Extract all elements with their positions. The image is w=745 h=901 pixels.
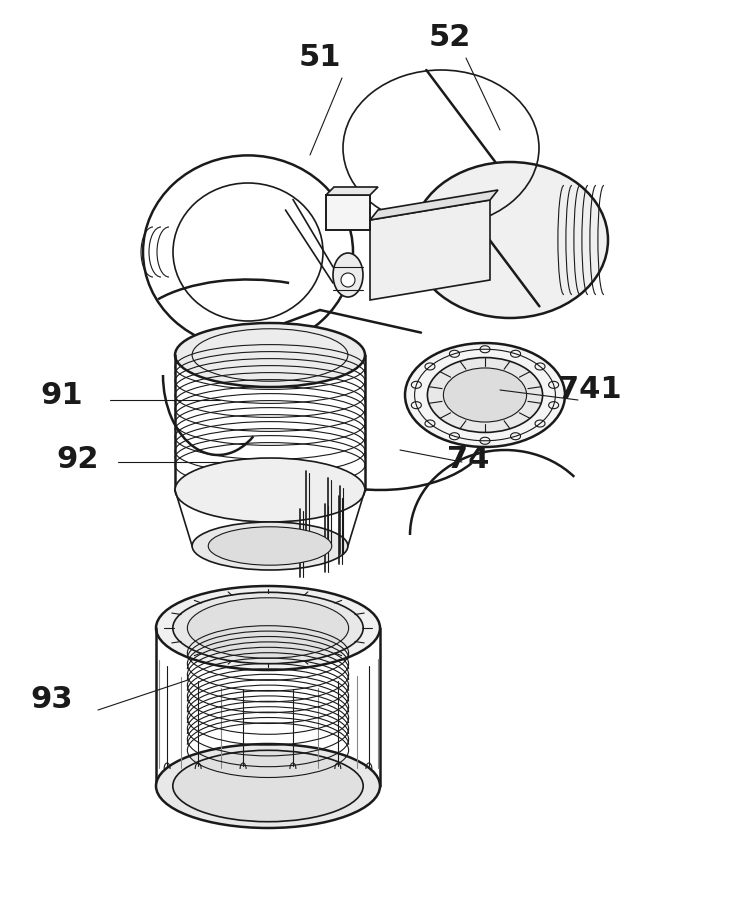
- Ellipse shape: [333, 253, 363, 297]
- Polygon shape: [370, 200, 490, 300]
- Text: 93: 93: [31, 686, 73, 714]
- Ellipse shape: [412, 162, 608, 318]
- Ellipse shape: [173, 592, 364, 664]
- Ellipse shape: [428, 358, 542, 432]
- Polygon shape: [326, 195, 370, 230]
- Text: 52: 52: [429, 23, 471, 52]
- Polygon shape: [326, 187, 378, 195]
- Polygon shape: [370, 190, 498, 220]
- Ellipse shape: [209, 527, 332, 565]
- Text: 741: 741: [558, 376, 622, 405]
- Ellipse shape: [156, 744, 380, 828]
- Ellipse shape: [175, 458, 365, 522]
- Ellipse shape: [443, 368, 527, 422]
- Ellipse shape: [175, 323, 365, 387]
- Text: 92: 92: [57, 445, 99, 475]
- Ellipse shape: [187, 597, 349, 659]
- Text: 51: 51: [299, 43, 341, 72]
- Text: 74: 74: [447, 445, 489, 475]
- Ellipse shape: [341, 273, 355, 287]
- Ellipse shape: [405, 343, 565, 447]
- Ellipse shape: [173, 751, 364, 822]
- Ellipse shape: [192, 522, 348, 570]
- Text: 91: 91: [41, 380, 83, 409]
- Ellipse shape: [156, 586, 380, 670]
